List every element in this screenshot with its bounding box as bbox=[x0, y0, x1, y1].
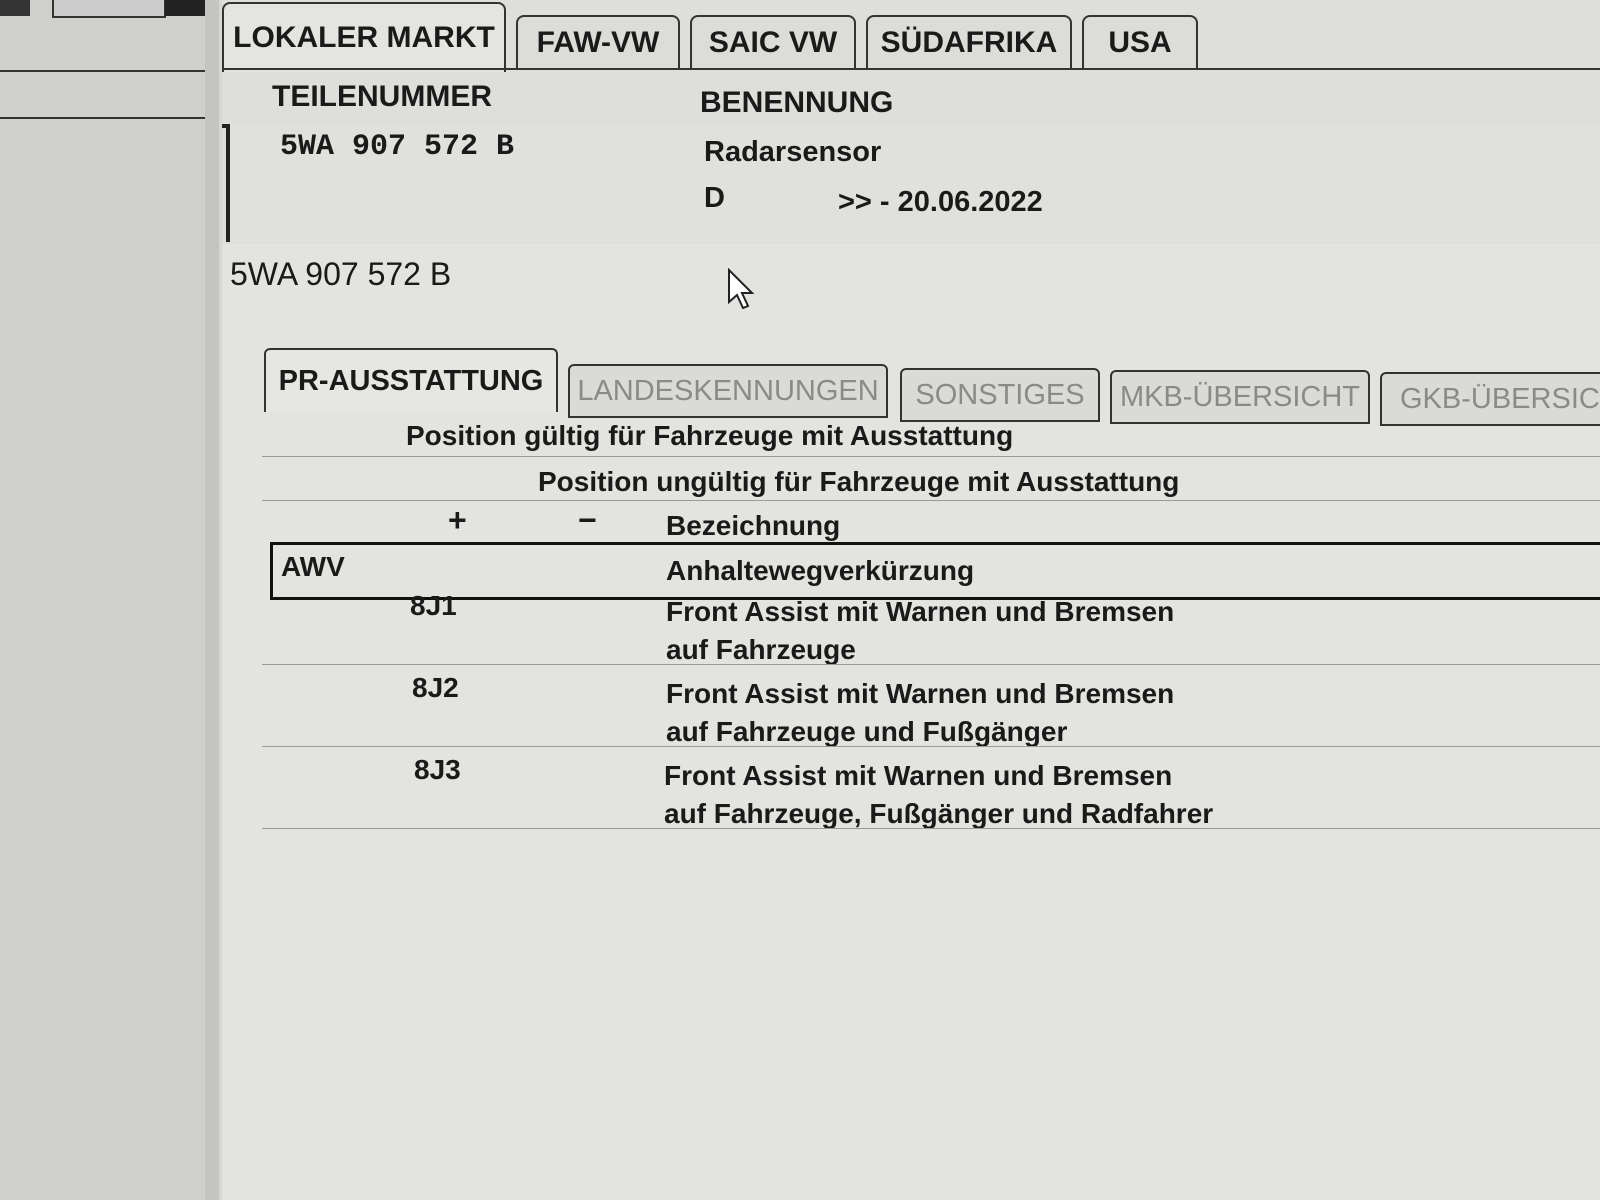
tab-label: MKB-ÜBERSICHT bbox=[1119, 380, 1361, 413]
legend-invalid: Position ungültig für Fahrzeuge mit Auss… bbox=[538, 466, 1180, 497]
legend-valid: Position gültig für Fahrzeuge mit Aussta… bbox=[406, 420, 1014, 451]
tab-label: PR-AUSSTATTUNG bbox=[278, 364, 544, 397]
tab-label: SONSTIGES bbox=[915, 378, 1085, 411]
left-pane-row[interactable] bbox=[0, 72, 205, 119]
family-code: AWV bbox=[281, 551, 345, 582]
detail-part-number: 5WA 907 572 B bbox=[230, 256, 452, 292]
part-number: 5WA 907 572 B bbox=[280, 130, 515, 164]
divider bbox=[262, 456, 1600, 457]
pr-description: Front Assist mit Warnen und Bremsen bbox=[666, 596, 1175, 627]
divider bbox=[262, 828, 1600, 829]
family-description: Anhaltewegverkürzung bbox=[666, 555, 975, 586]
family-row-awv[interactable]: AWV Anhaltewegverkürzung bbox=[270, 542, 1600, 600]
part-market: D bbox=[704, 182, 725, 214]
tab-usa[interactable]: USA bbox=[1082, 15, 1198, 69]
header-benennung: BENENNUNG bbox=[700, 86, 894, 119]
part-name: Radarsensor bbox=[704, 136, 882, 168]
left-toolbar-button[interactable] bbox=[0, 0, 30, 16]
column-plus: + bbox=[448, 502, 467, 538]
left-pane bbox=[0, 0, 219, 1200]
pr-description: Front Assist mit Warnen und Bremsen bbox=[664, 760, 1173, 791]
detail-panel: 5WA 907 572 B PR-AUSSTATTUNG LANDESKENNU… bbox=[222, 244, 1600, 1200]
tab-sonstiges[interactable]: SONSTIGES bbox=[900, 368, 1100, 422]
pr-description: Front Assist mit Warnen und Bremsen bbox=[666, 678, 1175, 709]
tab-label: USA bbox=[1108, 26, 1172, 59]
pr-code-plus: 8J3 bbox=[414, 754, 461, 785]
tab-label: LOKALER MARKT bbox=[233, 21, 495, 54]
divider bbox=[262, 664, 1600, 665]
header-teilenummer: TEILENUMMER bbox=[272, 80, 492, 113]
part-validity: >> - 20.06.2022 bbox=[838, 186, 1043, 218]
tab-landeskennungen[interactable]: LANDESKENNUNGEN bbox=[568, 364, 888, 418]
left-toolbar-button[interactable] bbox=[165, 0, 205, 16]
pr-description-line2: auf Fahrzeuge, Fußgänger und Radfahrer bbox=[664, 798, 1214, 829]
tab-saic-vw[interactable]: SAIC VW bbox=[690, 15, 856, 69]
detail-tabs: PR-AUSSTATTUNG LANDESKENNUNGEN SONSTIGES… bbox=[262, 344, 1600, 426]
divider bbox=[262, 746, 1600, 747]
tab-mkb-uebersicht[interactable]: MKB-ÜBERSICHT bbox=[1110, 370, 1370, 424]
divider bbox=[262, 500, 1600, 501]
pr-code-plus: 8J2 bbox=[412, 672, 459, 703]
mouse-cursor-icon bbox=[728, 268, 755, 310]
tab-label: FAW-VW bbox=[536, 26, 660, 59]
tab-lokaler-markt[interactable]: LOKALER MARKT bbox=[222, 2, 506, 72]
column-header: TEILENUMMER BENENNUNG bbox=[222, 68, 1600, 128]
market-tabs: LOKALER MARKT FAW-VW SAIC VW SÜDAFRIKA U… bbox=[222, 0, 1600, 72]
tab-faw-vw[interactable]: FAW-VW bbox=[516, 15, 680, 69]
main-panel: LOKALER MARKT FAW-VW SAIC VW SÜDAFRIKA U… bbox=[222, 0, 1600, 1200]
tab-label: SAIC VW bbox=[708, 26, 838, 59]
tab-label: GKB-ÜBERSICHT bbox=[1400, 382, 1600, 415]
tab-gkb-uebersicht[interactable]: GKB-ÜBERSICHT bbox=[1380, 372, 1600, 426]
tab-label: LANDESKENNUNGEN bbox=[577, 374, 879, 407]
tab-label: SÜDAFRIKA bbox=[880, 26, 1058, 59]
tab-pr-ausstattung[interactable]: PR-AUSSTATTUNG bbox=[264, 348, 558, 412]
column-bezeichnung: Bezeichnung bbox=[666, 510, 841, 541]
tab-suedafrika[interactable]: SÜDAFRIKA bbox=[866, 15, 1072, 69]
left-pane-header bbox=[0, 0, 205, 72]
part-row[interactable]: 5WA 907 572 B Radarsensor D >> - 20.06.2… bbox=[226, 124, 1600, 242]
pr-description-line2: auf Fahrzeuge bbox=[666, 634, 856, 665]
column-minus: − bbox=[578, 502, 597, 538]
pr-code-plus: 8J1 bbox=[410, 590, 457, 621]
pr-description-line2: auf Fahrzeuge und Fußgänger bbox=[666, 716, 1068, 747]
